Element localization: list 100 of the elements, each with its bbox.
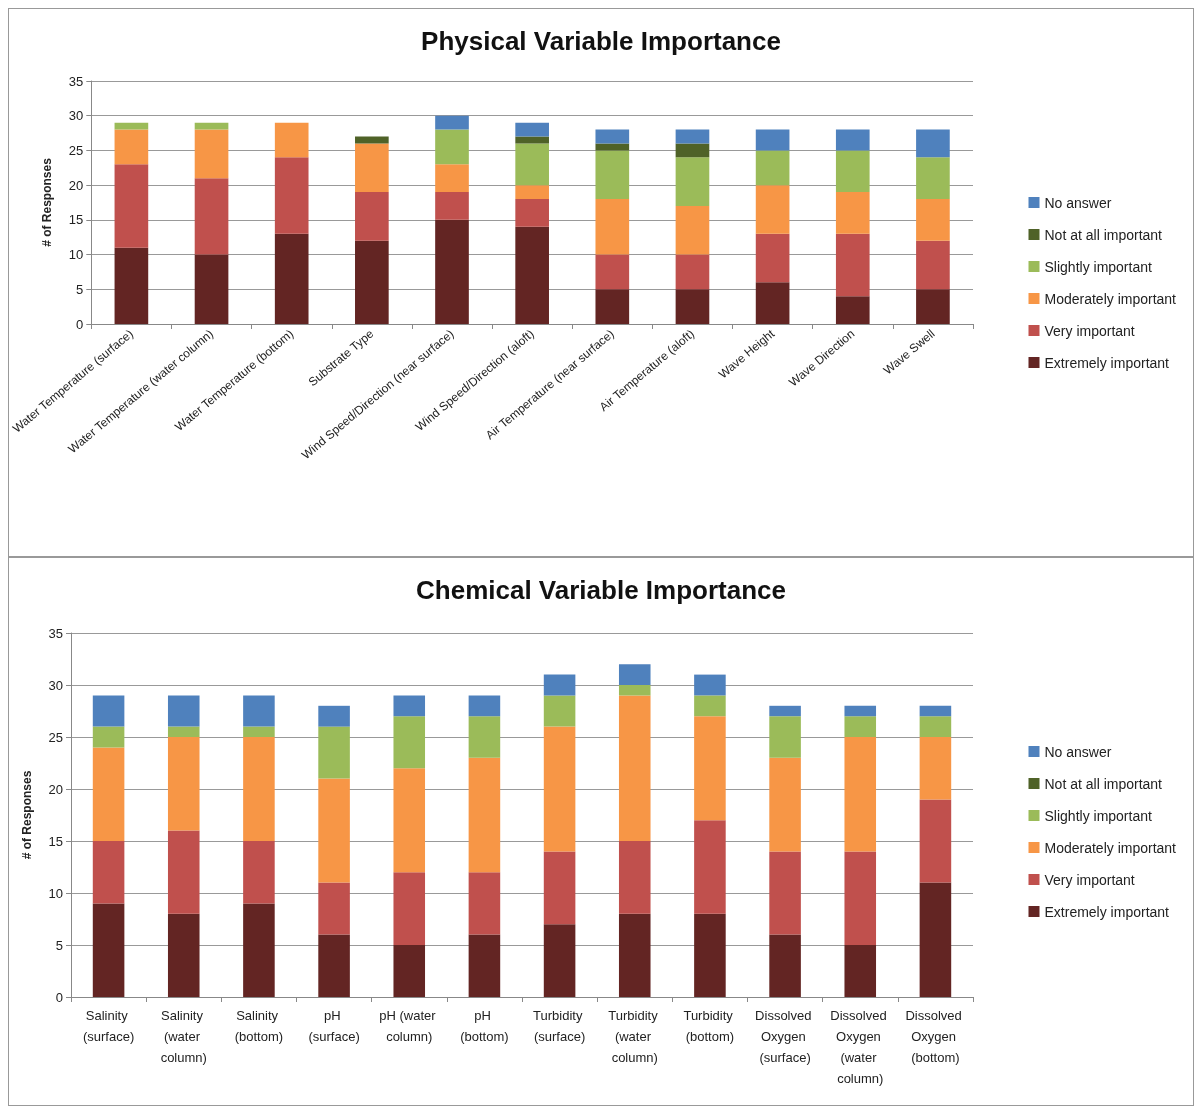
x-tick-label: pH (water column) bbox=[379, 1008, 440, 1044]
y-tick-label: 25 bbox=[68, 142, 84, 158]
bar bbox=[194, 129, 229, 179]
bar bbox=[835, 129, 870, 151]
y-tick-label: 35 bbox=[48, 625, 63, 641]
x-tick-label: Salinity (surface) bbox=[82, 1008, 135, 1044]
bar bbox=[844, 945, 877, 997]
bar bbox=[515, 122, 549, 137]
bar bbox=[755, 129, 790, 151]
bar bbox=[694, 674, 726, 696]
bar bbox=[543, 924, 576, 997]
y-tick-label: 15 bbox=[48, 833, 63, 849]
legend-label: Moderately important bbox=[1044, 290, 1177, 307]
y-tick-label: 15 bbox=[68, 212, 84, 228]
bar bbox=[595, 199, 630, 255]
chart-title: Chemical Variable Importance bbox=[416, 575, 786, 605]
bar bbox=[769, 934, 801, 997]
bar bbox=[543, 726, 576, 852]
bar bbox=[919, 716, 952, 737]
legend-label: Slightly important bbox=[1044, 807, 1152, 824]
bar bbox=[755, 282, 790, 324]
chart-title: Physical Variable Importance bbox=[421, 26, 781, 56]
bar bbox=[595, 289, 630, 324]
bar bbox=[835, 192, 870, 234]
bar bbox=[755, 185, 790, 234]
bar bbox=[769, 716, 801, 758]
bar bbox=[543, 851, 576, 925]
legend-label: No answer bbox=[1044, 194, 1112, 211]
bar bbox=[468, 695, 501, 717]
bar bbox=[167, 913, 200, 997]
bar bbox=[243, 695, 275, 727]
bar bbox=[595, 150, 630, 200]
bar bbox=[515, 226, 549, 324]
bar bbox=[835, 233, 870, 297]
bar bbox=[393, 716, 426, 769]
bar bbox=[243, 841, 275, 904]
legend-label: Very important bbox=[1044, 871, 1135, 888]
bar bbox=[114, 164, 149, 248]
bar bbox=[435, 219, 469, 324]
y-tick-label: 0 bbox=[55, 989, 63, 1005]
bar bbox=[435, 192, 469, 220]
bar bbox=[543, 674, 576, 696]
bar bbox=[435, 129, 469, 165]
bar bbox=[675, 157, 710, 206]
y-tick-label: 5 bbox=[55, 937, 63, 953]
bar bbox=[114, 247, 149, 324]
legend-label: No answer bbox=[1044, 743, 1112, 760]
bar bbox=[194, 178, 229, 255]
bar bbox=[675, 129, 710, 144]
bar bbox=[194, 254, 229, 324]
bar bbox=[675, 289, 710, 324]
bar bbox=[318, 726, 350, 779]
x-tick-label: pH (surface) bbox=[308, 1008, 360, 1044]
bar bbox=[694, 695, 726, 717]
bar bbox=[916, 240, 950, 290]
bar bbox=[675, 254, 710, 290]
bar bbox=[844, 705, 877, 717]
y-axis-title: # of Responses bbox=[40, 157, 55, 247]
bar bbox=[167, 830, 200, 914]
bar bbox=[114, 122, 149, 130]
x-tick-label: Salinity (bottom) bbox=[234, 1008, 284, 1044]
bar bbox=[167, 695, 200, 727]
bar bbox=[916, 199, 950, 241]
bar bbox=[92, 747, 125, 841]
bar bbox=[393, 768, 426, 873]
bar bbox=[274, 157, 309, 234]
x-tick-label: Turbidity (surface) bbox=[533, 1008, 587, 1044]
bar bbox=[468, 872, 501, 935]
bar bbox=[618, 841, 651, 914]
bar bbox=[167, 737, 200, 831]
x-tick-label: Turbidity (bottom) bbox=[683, 1008, 737, 1044]
y-axis-title: # of Responses bbox=[20, 770, 34, 860]
bar bbox=[468, 716, 501, 758]
legend-label: Moderately important bbox=[1044, 839, 1177, 856]
y-tick-label: 20 bbox=[48, 781, 63, 797]
bar bbox=[393, 695, 426, 717]
legend-label: Not at all important bbox=[1044, 775, 1163, 792]
bar bbox=[919, 705, 952, 717]
y-tick-label: 0 bbox=[76, 316, 84, 332]
bar bbox=[835, 296, 870, 324]
y-tick-label: 30 bbox=[68, 108, 84, 124]
bar bbox=[393, 872, 426, 945]
bar bbox=[844, 737, 877, 852]
y-tick-label: 25 bbox=[48, 729, 63, 745]
bar bbox=[318, 705, 350, 727]
bar bbox=[618, 913, 651, 997]
bar bbox=[835, 150, 870, 193]
x-tick-label: Turbidity (water column) bbox=[608, 1008, 662, 1065]
bar bbox=[916, 129, 950, 158]
bar bbox=[543, 695, 576, 727]
bar bbox=[92, 903, 125, 997]
bar bbox=[274, 233, 309, 324]
bar bbox=[167, 726, 200, 737]
legend-label: Slightly important bbox=[1044, 258, 1152, 275]
bar bbox=[114, 129, 149, 165]
bar bbox=[318, 882, 350, 935]
x-tick-label: pH (bottom) bbox=[460, 1008, 509, 1044]
bar bbox=[618, 664, 651, 685]
bar bbox=[243, 726, 275, 737]
bar bbox=[435, 115, 469, 130]
